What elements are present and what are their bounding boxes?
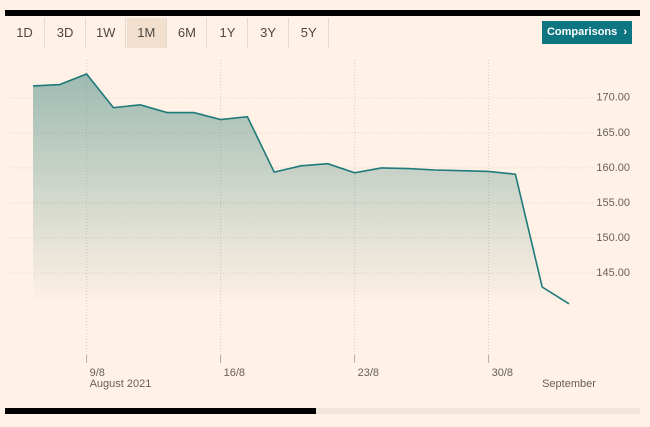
y-tick-label: 155.00 — [596, 197, 630, 209]
x-tick-label: 9/8 — [90, 367, 105, 379]
range-button[interactable]: 1W — [86, 18, 127, 48]
y-tick-label: 165.00 — [596, 127, 630, 139]
area — [33, 74, 569, 304]
x-sublabel: August 2021 — [90, 378, 152, 390]
scroll-track — [5, 408, 640, 414]
comparisons-label: Comparisons — [546, 26, 618, 38]
y-tick-label: 150.00 — [596, 232, 630, 244]
comparisons-button[interactable]: Comparisons › — [542, 21, 632, 44]
price-line — [32, 73, 570, 305]
range-button[interactable]: 3Y — [249, 18, 289, 48]
x-tick-label: 23/8 — [358, 367, 379, 379]
range-button[interactable]: 1M — [126, 18, 167, 48]
range-button[interactable]: 5Y — [289, 18, 330, 48]
y-tick-label: 145.00 — [596, 267, 630, 279]
top-bar — [5, 10, 640, 16]
range-button[interactable]: 6M — [167, 18, 208, 48]
range-button[interactable]: 3D — [46, 18, 86, 48]
range-button[interactable]: 1Y — [208, 18, 248, 48]
range-button[interactable]: 1D — [5, 18, 45, 48]
y-tick-label: 160.00 — [596, 162, 630, 174]
scroll-thumb[interactable] — [5, 408, 316, 414]
x-sublabel: September — [542, 378, 596, 390]
x-tick-label: 30/8 — [492, 367, 513, 379]
y-tick-label: 170.00 — [596, 92, 630, 104]
x-tick-label: 16/8 — [224, 367, 245, 379]
